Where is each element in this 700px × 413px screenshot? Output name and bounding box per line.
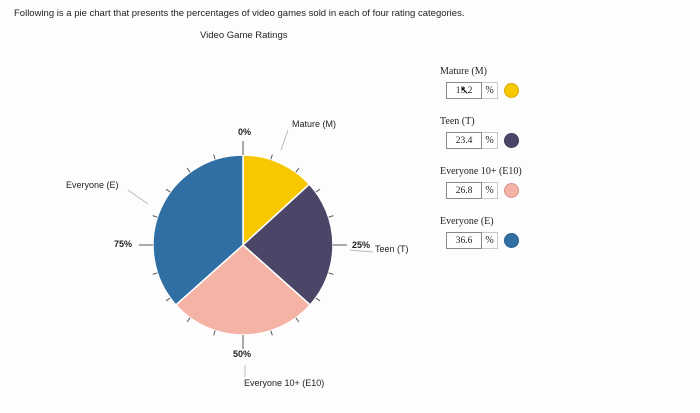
pie-tick-8 [295, 317, 300, 323]
pie-slice-teen[interactable] [241, 183, 334, 307]
pie-tick-13 [165, 297, 171, 302]
teen-input-label: Teen (T) [440, 116, 475, 127]
leader-line-everyone [127, 189, 149, 205]
everyone-color-swatch[interactable] [504, 233, 519, 248]
leader-line-mature [280, 129, 289, 151]
e10-percent-unit: % [482, 182, 498, 199]
pie-slice-everyone[interactable] [152, 154, 244, 307]
e10-percent-input[interactable]: 26.8 [446, 182, 482, 199]
slice-label-e10: Everyone 10+ (E10) [244, 378, 325, 388]
pie-tick-19 [213, 154, 216, 160]
e10-input-group: Everyone 10+ (E10) 26.8 % [440, 166, 570, 199]
mature-input-group: Mature (M) 13.2 ↖ % [440, 66, 570, 99]
pie-tick-11 [213, 330, 216, 336]
mature-percent-input[interactable]: 13.2 [446, 82, 482, 99]
pie-tick-1 [270, 154, 273, 160]
slice-label-mature: Mature (M) [292, 119, 337, 129]
tick-label-50: 50% [233, 349, 252, 359]
e10-color-swatch[interactable] [504, 183, 519, 198]
question-text: Following is a pie chart that presents t… [14, 8, 465, 19]
mature-percent-unit: % [482, 82, 498, 99]
pie-tick-18 [186, 167, 191, 173]
leader-line-teen [349, 249, 374, 253]
pie-tick-16 [152, 215, 158, 218]
pie-tick-17 [165, 188, 171, 193]
pie-tick-6 [328, 272, 334, 275]
pie-slice-mature[interactable] [242, 154, 311, 247]
teen-percent-input[interactable]: 23.4 [446, 132, 482, 149]
everyone-input-group: Everyone (E) 36.6 % [440, 216, 570, 249]
pie-tick-2 [295, 167, 300, 173]
teen-input-group: Teen (T) 23.4 % [440, 116, 570, 149]
teen-percent-unit: % [482, 132, 498, 149]
tick-label-25: 25% [352, 240, 371, 250]
slice-label-teen: Teen (T) [375, 244, 409, 254]
tick-label-0: 0% [238, 127, 252, 137]
everyone-percent-unit: % [482, 232, 498, 249]
mature-input-label: Mature (M) [440, 66, 487, 77]
e10-input-label: Everyone 10+ (E10) [440, 166, 522, 177]
pie-tick-9 [270, 330, 273, 336]
everyone-input-label: Everyone (E) [440, 216, 494, 227]
pie-tick-3 [315, 188, 321, 193]
pie-tick-14 [152, 272, 158, 275]
chart-title: Video Game Ratings [200, 30, 288, 41]
slice-label-everyone: Everyone (E) [66, 180, 119, 190]
mouse-cursor-icon: ↖ [460, 85, 470, 97]
everyone-percent-input[interactable]: 36.6 [446, 232, 482, 249]
teen-color-swatch[interactable] [504, 133, 519, 148]
pie-tick-7 [315, 297, 321, 302]
mature-color-swatch[interactable] [504, 83, 519, 98]
pie-tick-12 [186, 317, 191, 323]
pie-tick-4 [328, 215, 334, 218]
tick-label-75: 75% [114, 239, 133, 249]
